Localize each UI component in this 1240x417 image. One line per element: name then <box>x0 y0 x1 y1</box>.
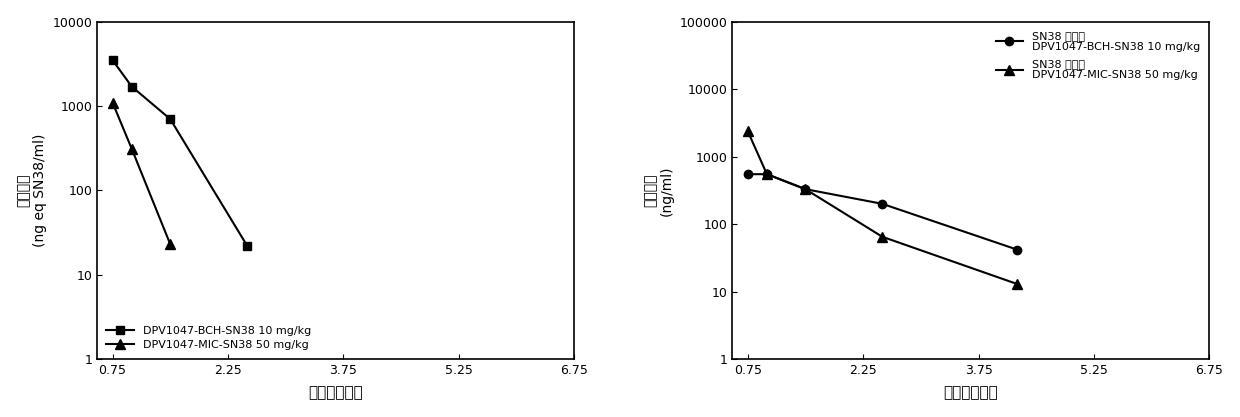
SN38 释放自
DPV1047-MIC-SN38 50 mg/kg <box>759 172 774 177</box>
X-axis label: 时间（小时）: 时间（小时） <box>944 385 998 400</box>
DPV1047-MIC-SN38 50 mg/kg <box>124 146 139 151</box>
SN38 释放自
DPV1047-MIC-SN38 50 mg/kg <box>875 234 890 239</box>
Legend: SN38 释放自
DPV1047-BCH-SN38 10 mg/kg, SN38 释放自
DPV1047-MIC-SN38 50 mg/kg: SN38 释放自 DPV1047-BCH-SN38 10 mg/kg, SN38… <box>992 27 1204 84</box>
SN38 释放自
DPV1047-MIC-SN38 50 mg/kg <box>740 128 755 133</box>
Line: DPV1047-MIC-SN38 50 mg/kg: DPV1047-MIC-SN38 50 mg/kg <box>108 98 175 249</box>
X-axis label: 时间（小时）: 时间（小时） <box>309 385 363 400</box>
SN38 释放自
DPV1047-BCH-SN38 10 mg/kg <box>1009 247 1024 252</box>
Line: DPV1047-BCH-SN38 10 mg/kg: DPV1047-BCH-SN38 10 mg/kg <box>108 56 252 250</box>
DPV1047-BCH-SN38 10 mg/kg <box>239 244 254 249</box>
DPV1047-BCH-SN38 10 mg/kg <box>105 58 120 63</box>
SN38 释放自
DPV1047-BCH-SN38 10 mg/kg <box>797 187 812 192</box>
SN38 释放自
DPV1047-MIC-SN38 50 mg/kg <box>797 187 812 192</box>
Y-axis label: 全血浓度
(ng eq SN38/ml): 全血浓度 (ng eq SN38/ml) <box>16 134 47 247</box>
DPV1047-MIC-SN38 50 mg/kg <box>105 100 120 105</box>
Legend: DPV1047-BCH-SN38 10 mg/kg, DPV1047-MIC-SN38 50 mg/kg: DPV1047-BCH-SN38 10 mg/kg, DPV1047-MIC-S… <box>103 322 314 354</box>
DPV1047-BCH-SN38 10 mg/kg <box>124 84 139 89</box>
Y-axis label: 全血浓度
(ng/ml): 全血浓度 (ng/ml) <box>644 165 675 216</box>
SN38 释放自
DPV1047-BCH-SN38 10 mg/kg <box>740 172 755 177</box>
DPV1047-MIC-SN38 50 mg/kg <box>162 242 177 247</box>
SN38 释放自
DPV1047-BCH-SN38 10 mg/kg <box>875 201 890 206</box>
DPV1047-BCH-SN38 10 mg/kg <box>162 117 177 122</box>
Line: SN38 释放自
DPV1047-BCH-SN38 10 mg/kg: SN38 释放自 DPV1047-BCH-SN38 10 mg/kg <box>744 170 1022 254</box>
SN38 释放自
DPV1047-MIC-SN38 50 mg/kg <box>1009 281 1024 286</box>
Line: SN38 释放自
DPV1047-MIC-SN38 50 mg/kg: SN38 释放自 DPV1047-MIC-SN38 50 mg/kg <box>743 126 1022 289</box>
SN38 释放自
DPV1047-BCH-SN38 10 mg/kg <box>759 172 774 177</box>
